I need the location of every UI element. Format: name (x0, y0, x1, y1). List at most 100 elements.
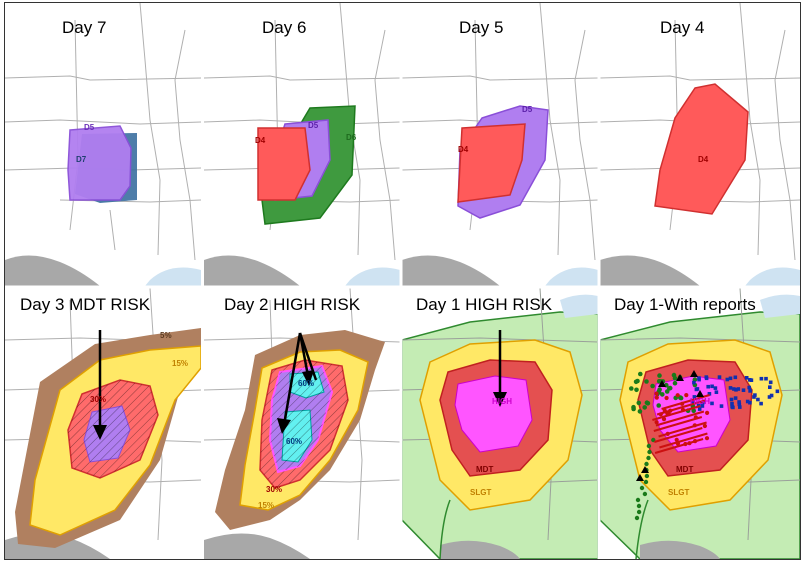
report-tornado (662, 408, 667, 413)
report-wind (697, 377, 701, 382)
high-area (454, 375, 533, 453)
panel-day-4: D4 (600, 3, 800, 286)
report-wind (713, 386, 718, 390)
report-tornado (705, 410, 710, 415)
movement-arrow-3 (298, 332, 318, 381)
d4-area (457, 123, 526, 203)
gulf-terrain (640, 540, 720, 559)
report-significant (690, 370, 698, 377)
gulf-terrain (402, 255, 500, 286)
report-tornado (654, 420, 659, 425)
report-hail (672, 376, 678, 381)
report-hail (656, 403, 661, 408)
report-wind (748, 400, 752, 405)
report-hail (660, 392, 665, 397)
report-hail (634, 387, 639, 393)
report-hail (646, 455, 651, 461)
report-tornado (687, 441, 692, 446)
label-d5: D5 (308, 121, 319, 130)
d5-area (67, 125, 132, 201)
label-d5: D5 (84, 123, 95, 132)
report-hail (672, 380, 678, 386)
report-tornado (683, 441, 688, 447)
report-wind (731, 405, 735, 410)
report-wind (744, 376, 749, 380)
label-60pct-south: 60% (286, 437, 302, 446)
report-hail (636, 400, 642, 406)
report-wind (692, 395, 697, 399)
gulf-terrain (440, 540, 520, 559)
panel-title-day-2: Day 2 HIGH RISK (224, 295, 361, 314)
d4-area (257, 127, 311, 201)
arrowhead (93, 425, 107, 440)
label-30pct: 30% (266, 485, 282, 494)
report-hail (637, 409, 643, 414)
report-wind (704, 375, 709, 379)
report-wind (717, 375, 722, 379)
gulf-terrain (600, 255, 700, 286)
report-hail (634, 515, 640, 521)
report-hail (647, 449, 652, 455)
report-tornado (684, 393, 689, 398)
report-tornado (675, 393, 680, 398)
report-wind (701, 400, 705, 405)
lake (560, 294, 598, 318)
report-hail (629, 386, 634, 391)
label-d4: D4 (698, 155, 709, 164)
report-hail (635, 497, 641, 503)
report-wind (694, 387, 699, 392)
report-tornado (658, 412, 663, 417)
panel-day-7: D5 D7 (5, 3, 201, 286)
panel-title-day-3: Day 3 MDT RISK (20, 295, 151, 314)
report-wind (775, 389, 780, 394)
report-tornado (668, 408, 673, 413)
report-wind (728, 386, 733, 390)
report-wind (728, 376, 733, 381)
report-tornado (665, 431, 670, 436)
report-hail (642, 405, 647, 410)
report-wind (737, 402, 742, 407)
report-hail (664, 389, 670, 394)
gulf-terrain (204, 255, 300, 286)
report-hail (644, 379, 649, 384)
lake (145, 267, 201, 286)
report-tornado (675, 441, 681, 446)
label-60pct-north: 60% (298, 379, 314, 388)
report-hail (657, 373, 662, 378)
label-high: HIGH (492, 397, 512, 406)
arrowhead-2 (302, 370, 314, 386)
report-tornado (674, 437, 679, 442)
report-wind (738, 405, 742, 409)
report-hail (644, 461, 649, 467)
label-d6: D6 (346, 133, 357, 142)
panel-title-day-7: Day 7 (62, 18, 106, 37)
panel-day-1-high: HIGH MDT SLGT (402, 288, 598, 559)
report-wind (733, 396, 738, 400)
report-wind (733, 375, 738, 380)
report-wind (697, 407, 702, 411)
label-slgt: SLGT (470, 488, 491, 497)
report-wind (759, 376, 764, 381)
report-wind (767, 395, 772, 399)
report-wind (710, 384, 714, 389)
report-hail (635, 378, 640, 384)
panel-title-day-5: Day 5 (459, 18, 503, 37)
report-wind (732, 387, 736, 391)
report-tornado-track (652, 404, 701, 422)
report-tornado (654, 391, 659, 396)
panel-day-1-reports: HIGH MDT SLGT (600, 288, 800, 559)
report-wind (734, 388, 738, 392)
report-wind (725, 377, 730, 382)
lake (760, 294, 800, 318)
panel-title-day-4: Day 4 (660, 18, 704, 37)
report-wind (729, 397, 734, 402)
report-wind (736, 387, 741, 391)
report-wind (700, 404, 705, 408)
report-tornado-track (653, 426, 703, 444)
report-wind (730, 401, 734, 406)
gulf-terrain (5, 255, 100, 286)
report-significant (696, 390, 704, 397)
report-tornado (665, 411, 670, 416)
report-tornado-track (661, 393, 710, 411)
